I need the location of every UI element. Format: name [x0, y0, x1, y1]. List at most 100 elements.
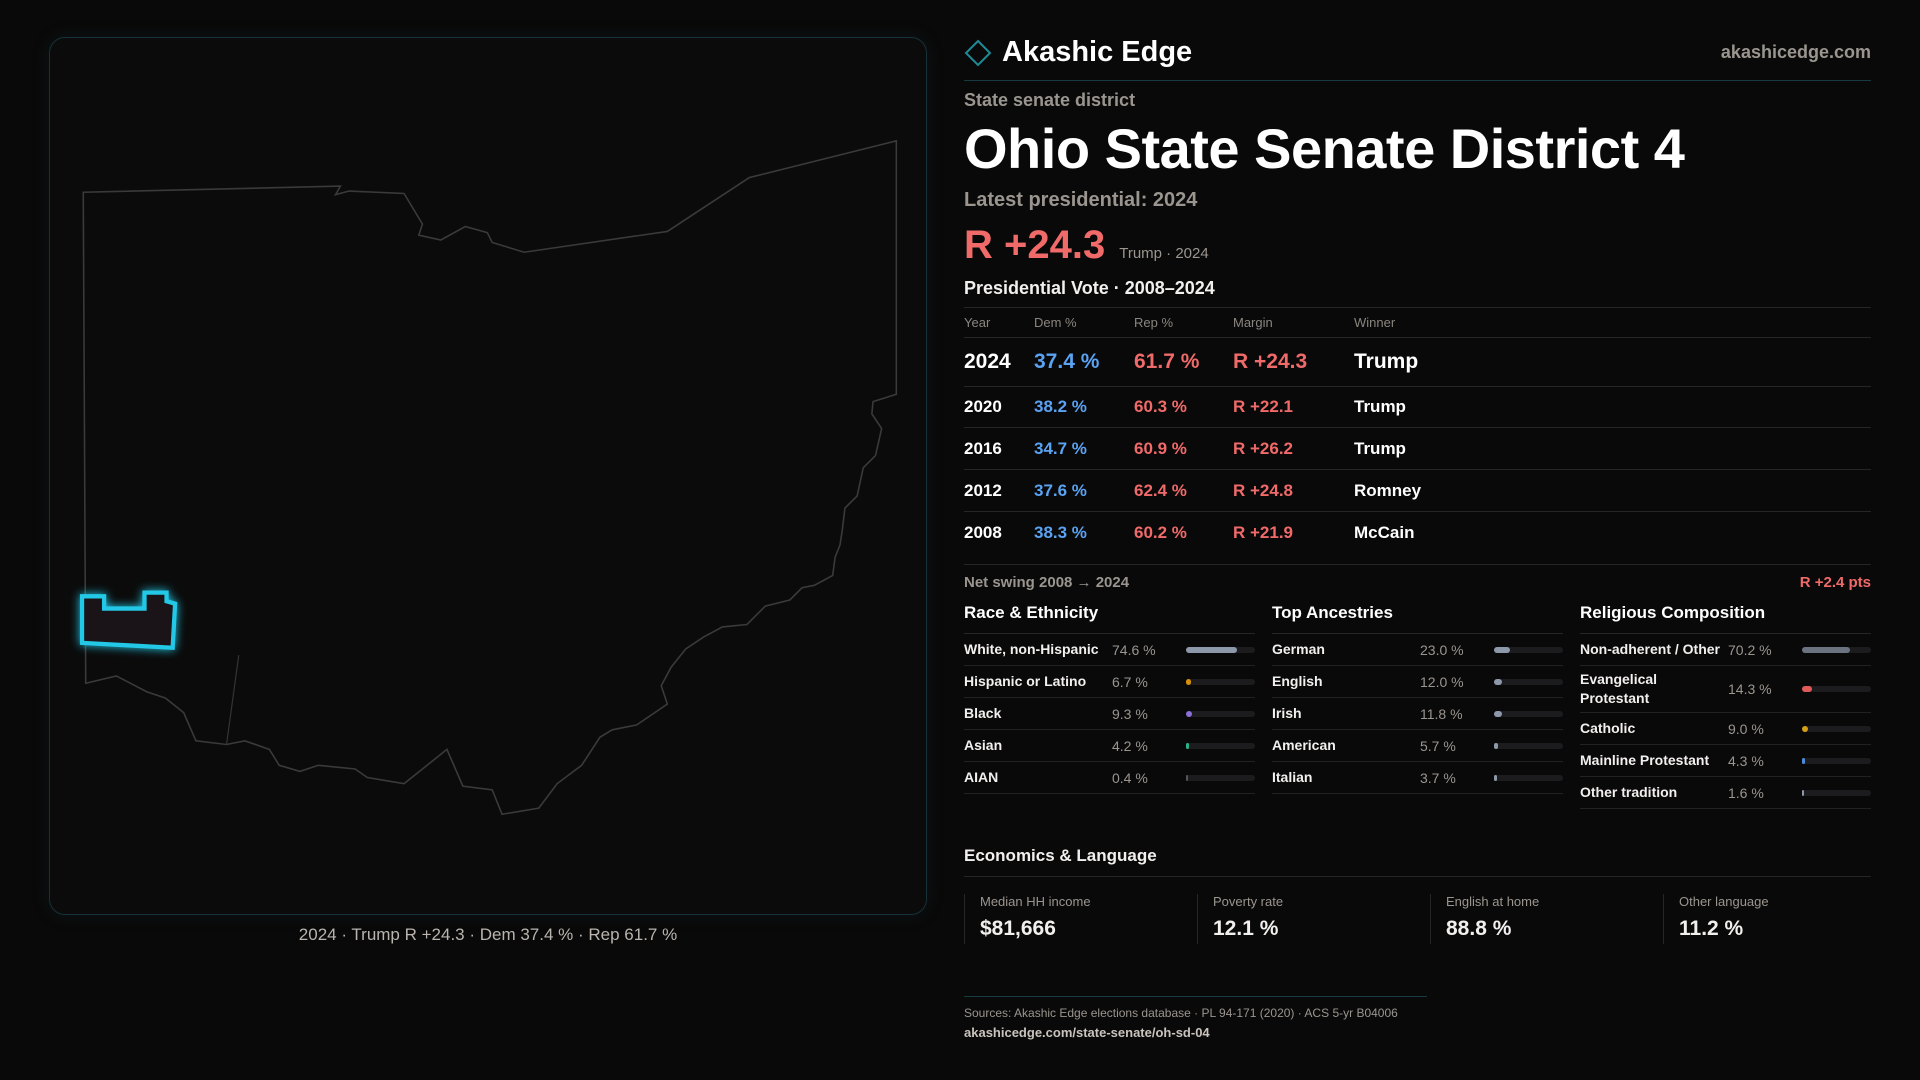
diamond-logo-icon — [964, 39, 992, 66]
cell-winner: McCain — [1354, 523, 1415, 542]
item-value: 12.0 % — [1420, 673, 1464, 690]
item-bar-fill — [1186, 774, 1188, 781]
list-item: Mainline Protestant 4.3 % — [1580, 745, 1871, 777]
list-item: Other tradition 1.6 % — [1580, 777, 1871, 809]
cell-winner: Trump — [1354, 438, 1406, 458]
item-bar-fill — [1802, 725, 1809, 732]
divider — [964, 876, 1871, 877]
item-label: Italian — [1272, 769, 1313, 785]
table-row[interactable]: 2016 34.7 % 60.9 % R +26.2 Trump — [964, 428, 1871, 470]
ancestry-section: Top Ancestries German 23.0 % English 12.0 % I… — [1272, 603, 1563, 794]
list-item: Hispanic or Latino 6.7 % — [964, 666, 1255, 698]
headline-margin: R +24.3 — [964, 223, 1106, 267]
item-value: 23.0 % — [1420, 641, 1464, 658]
map-panel[interactable] — [49, 37, 927, 915]
item-value: 70.2 % — [1728, 641, 1772, 658]
cell-dem: 38.3 % — [1034, 523, 1087, 542]
divider — [964, 564, 1871, 565]
headline-margin-sub: Trump · 2024 — [1119, 245, 1209, 262]
cell-year: 2016 — [964, 438, 1002, 458]
cell-margin: R +24.8 — [1233, 480, 1294, 500]
item-label: Mainline Protestant — [1580, 752, 1710, 768]
stat-value: 12.1 % — [1213, 917, 1279, 940]
cell-winner: Trump — [1354, 350, 1419, 373]
ohio-outline — [82, 139, 898, 816]
item-bar-fill — [1802, 789, 1804, 796]
item-label: Non-adherent / Other — [1580, 641, 1721, 657]
item-bar — [1186, 646, 1255, 653]
stat-value: $81,666 — [980, 917, 1056, 940]
list-item: American 5.7 % — [1272, 730, 1563, 762]
item-label: Black — [964, 705, 1002, 721]
cell-rep: 60.3 % — [1134, 397, 1187, 416]
divider — [964, 307, 1871, 308]
stat-label: Median HH income — [980, 894, 1091, 909]
item-bar-fill — [1186, 678, 1191, 685]
cell-margin: R +24.3 — [1233, 350, 1308, 373]
item-value: 9.3 % — [1112, 705, 1148, 722]
cell-dem: 37.6 % — [1034, 480, 1087, 500]
item-label: Evangelical Protestant — [1580, 671, 1658, 706]
footer-divider — [964, 996, 1427, 997]
item-label: Irish — [1272, 705, 1302, 721]
cell-margin: R +21.9 — [1233, 523, 1294, 542]
latest-label: Latest presidential: 2024 — [964, 189, 1198, 211]
table-row[interactable]: 2020 38.2 % 60.3 % R +22.1 Trump — [964, 387, 1871, 428]
stat-label: Poverty rate — [1213, 894, 1284, 909]
item-value: 0.4 % — [1112, 769, 1148, 786]
item-bar-fill — [1186, 646, 1238, 653]
table-header: Year Dem % Rep % Margin Winner — [964, 307, 1871, 338]
item-label: AIAN — [964, 769, 999, 785]
brand-logo[interactable]: Akashic Edge — [964, 36, 1192, 69]
col-winner: Winner — [1354, 314, 1396, 330]
sources: Sources: Akashic Edge elections database… — [964, 1006, 1398, 1020]
cell-dem: 34.7 % — [1034, 438, 1087, 458]
item-bar — [1494, 678, 1563, 685]
header-divider — [964, 80, 1871, 81]
item-value: 4.3 % — [1728, 752, 1764, 769]
table-row[interactable]: 2012 37.6 % 62.4 % R +24.8 Romney — [964, 470, 1871, 512]
cell-dem: 38.2 % — [1034, 397, 1087, 416]
list-item: Non-adherent / Other 70.2 % — [1580, 634, 1871, 666]
item-value: 3.7 % — [1420, 769, 1456, 786]
item-value: 74.6 % — [1112, 641, 1156, 658]
list-item: Italian 3.7 % — [1272, 762, 1563, 794]
stat-value: 11.2 % — [1679, 917, 1744, 940]
stat-label: Other language — [1679, 894, 1769, 909]
cell-winner: Trump — [1354, 397, 1406, 416]
item-label: American — [1272, 737, 1336, 753]
table-row[interactable]: 2008 38.3 % 60.2 % R +21.9 McCain — [964, 512, 1871, 554]
list-item: English 12.0 % — [1272, 666, 1563, 698]
section-title: Race & Ethnicity — [964, 603, 1255, 634]
cell-rep: 60.9 % — [1134, 438, 1187, 458]
list-item: German 23.0 % — [1272, 634, 1563, 666]
cell-dem: 37.4 % — [1034, 350, 1100, 373]
cell-year: 2008 — [964, 523, 1002, 542]
list-item: Asian 4.2 % — [964, 730, 1255, 762]
stat-card: English at home 88.8 % — [1430, 894, 1663, 944]
item-bar — [1186, 710, 1255, 717]
item-bar — [1186, 678, 1255, 685]
cell-rep: 60.2 % — [1134, 523, 1187, 542]
cell-rep: 61.7 % — [1134, 350, 1200, 373]
county-line — [225, 655, 240, 745]
table-row[interactable]: 2024 37.4 % 61.7 % R +24.3 Trump — [964, 338, 1871, 387]
item-value: 6.7 % — [1112, 673, 1148, 690]
cell-margin: R +22.1 — [1233, 397, 1294, 416]
page-url[interactable]: akashicedge.com/state-senate/oh-sd-04 — [964, 1025, 1210, 1040]
item-bar — [1802, 686, 1871, 692]
brand-name: Akashic Edge — [1002, 36, 1193, 68]
item-label: Catholic — [1580, 720, 1636, 736]
item-bar — [1802, 725, 1871, 732]
district-4-highlight[interactable] — [79, 590, 178, 651]
list-item: White, non-Hispanic 74.6 % — [964, 634, 1255, 666]
religion-section: Religious Composition Non-adherent / Othe… — [1580, 603, 1871, 809]
site-link[interactable]: akashicedge.com — [1720, 42, 1871, 62]
item-bar-fill — [1186, 742, 1189, 749]
cell-year: 2024 — [964, 350, 1011, 373]
map-caption: 2024 · Trump R +24.3 · Dem 37.4 % · Rep … — [298, 925, 678, 944]
swing-value: R +2.4 pts — [1799, 574, 1871, 591]
kicker: State senate district — [964, 90, 1136, 110]
cell-margin: R +26.2 — [1233, 438, 1294, 458]
